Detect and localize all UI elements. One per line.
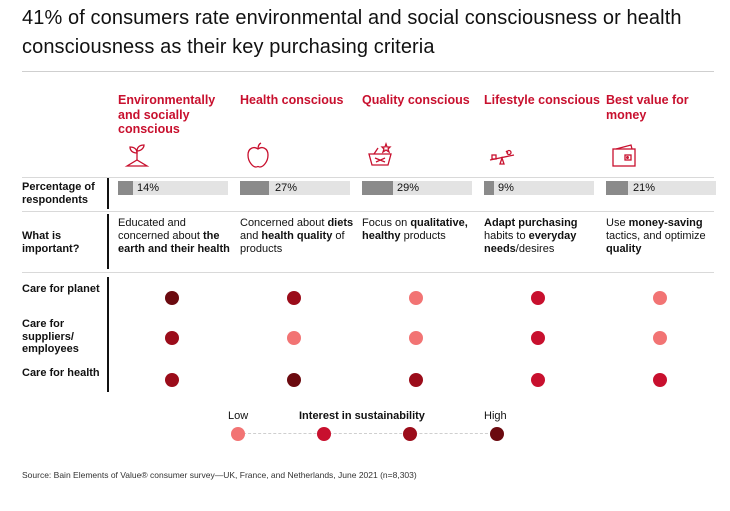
percentage-label: 29% bbox=[397, 182, 420, 194]
care-health-dot bbox=[653, 373, 667, 387]
percentage-label: 9% bbox=[498, 182, 514, 194]
source-note: Source: Bain Elements of Value® consumer… bbox=[22, 470, 417, 480]
segment-header-value: Best value for money bbox=[606, 93, 689, 122]
care-health-dot bbox=[409, 373, 423, 387]
percentage-track bbox=[118, 181, 228, 195]
care-planet-dot bbox=[287, 291, 301, 305]
care-health-dot bbox=[165, 373, 179, 387]
percentage-label: 14% bbox=[137, 182, 160, 194]
legend-low-label: Low bbox=[228, 410, 249, 422]
care-suppliers-dot bbox=[287, 331, 301, 345]
care-planet-dot bbox=[165, 291, 179, 305]
percentage-bar bbox=[606, 181, 629, 195]
legend-scale-line bbox=[238, 433, 498, 434]
care-health-dot bbox=[287, 373, 301, 387]
important-text: Use money-saving tactics, and optimize q… bbox=[606, 217, 706, 255]
care-planet-dot bbox=[531, 291, 545, 305]
care-planet-dot bbox=[653, 291, 667, 305]
row-axis-bar bbox=[107, 277, 109, 392]
row-axis-bar bbox=[107, 178, 109, 209]
percentage-bar bbox=[362, 181, 393, 195]
legend-high-label: High bbox=[484, 410, 507, 422]
row-label-care-suppliers: Care for suppliers/ employees bbox=[22, 318, 79, 355]
percentage-track bbox=[484, 181, 594, 195]
percentage-bar bbox=[484, 181, 494, 195]
legend-level-dot bbox=[490, 427, 504, 441]
row-label-care-health: Care for health bbox=[22, 367, 100, 379]
care-suppliers-dot bbox=[531, 331, 545, 345]
row-label-percentage: Percentage of respondents bbox=[22, 181, 95, 206]
apple-icon bbox=[243, 140, 273, 170]
row-divider bbox=[22, 272, 714, 273]
segment-header-quality: Quality conscious bbox=[362, 93, 470, 107]
percentage-bar bbox=[240, 181, 269, 195]
care-suppliers-dot bbox=[165, 331, 179, 345]
title-divider bbox=[22, 71, 714, 72]
important-text: Adapt purchasing habits to everyday need… bbox=[484, 217, 578, 255]
percentage-bar bbox=[118, 181, 133, 195]
row-divider bbox=[22, 211, 714, 212]
percentage-label: 21% bbox=[633, 182, 656, 194]
legend-level-dot bbox=[231, 427, 245, 441]
seesaw-icon bbox=[487, 140, 517, 170]
quality-basket-icon bbox=[365, 140, 395, 170]
important-text: Educated and concerned about the earth a… bbox=[118, 217, 230, 255]
plant-icon bbox=[122, 140, 152, 170]
segment-header-environmental: Environmentally and socially conscious bbox=[118, 93, 216, 136]
row-label-important: What is important? bbox=[22, 230, 80, 255]
wallet-icon bbox=[609, 140, 639, 170]
legend-level-dot bbox=[403, 427, 417, 441]
row-divider-top bbox=[22, 177, 714, 178]
percentage-track bbox=[606, 181, 716, 195]
care-suppliers-dot bbox=[409, 331, 423, 345]
percentage-label: 27% bbox=[275, 182, 298, 194]
chart-title: 41% of consumers rate environmental and … bbox=[22, 7, 682, 58]
row-axis-bar bbox=[107, 214, 109, 269]
segment-header-lifestyle: Lifestyle conscious bbox=[484, 93, 601, 107]
row-label-care-planet: Care for planet bbox=[22, 283, 100, 295]
care-planet-dot bbox=[409, 291, 423, 305]
segment-header-health: Health conscious bbox=[240, 93, 344, 107]
important-text: Concerned about diets and health quality… bbox=[240, 217, 354, 255]
important-text: Focus on qualitative, healthy products bbox=[362, 217, 468, 242]
care-suppliers-dot bbox=[653, 331, 667, 345]
care-health-dot bbox=[531, 373, 545, 387]
legend-title: Interest in sustainability bbox=[299, 410, 425, 422]
legend-level-dot bbox=[317, 427, 331, 441]
